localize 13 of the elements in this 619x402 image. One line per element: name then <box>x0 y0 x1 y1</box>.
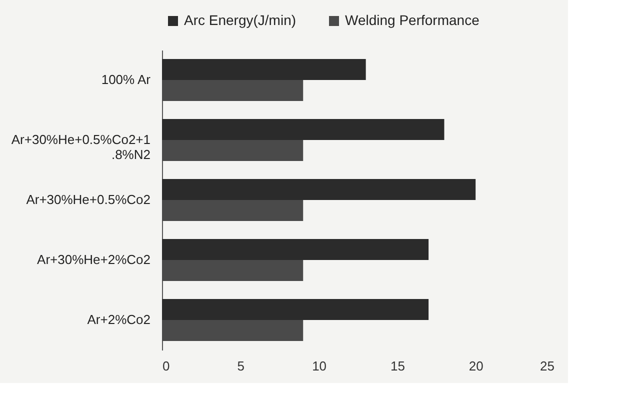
legend-label: Welding Performance <box>345 12 480 28</box>
x-tick-label: 20 <box>468 358 484 374</box>
y-tick-label: Ar+30%He+2%Co2 <box>37 252 150 267</box>
x-tick-label: 5 <box>237 358 245 374</box>
y-tick-label: Ar+2%Co2 <box>87 312 150 327</box>
y-tick-label: Ar+30%He+0.5%Co2 <box>26 192 150 207</box>
x-tick-label: 15 <box>390 358 405 374</box>
y-tick-label: 100% Ar <box>101 72 152 87</box>
x-tick-label: 25 <box>540 358 554 374</box>
x-tick-label: 0 <box>162 358 170 374</box>
x-tick-label: 10 <box>312 358 327 374</box>
y-tick-label: Ar+30%He+0.5%Co2+1.8%N2 <box>11 132 150 162</box>
legend-label: Arc Energy(J/min) <box>184 12 296 28</box>
